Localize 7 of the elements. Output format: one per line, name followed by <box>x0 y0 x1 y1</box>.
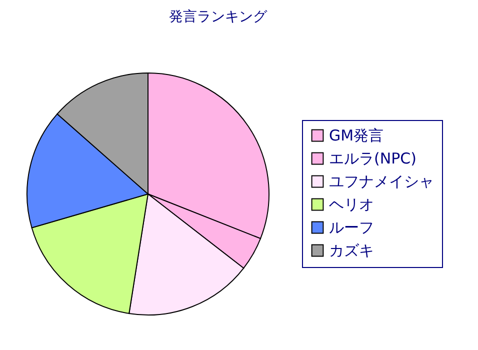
legend-label: ルーフ <box>329 218 374 236</box>
legend-label: エルラ(NPC) <box>329 150 416 168</box>
chart-title: 発言ランキング <box>169 9 268 25</box>
legend-label: カズキ <box>329 242 374 260</box>
legend-label: GM発言 <box>329 126 384 144</box>
legend-label: ユフナメイシャ <box>329 172 434 190</box>
legend-label: ヘリオ <box>329 196 374 214</box>
